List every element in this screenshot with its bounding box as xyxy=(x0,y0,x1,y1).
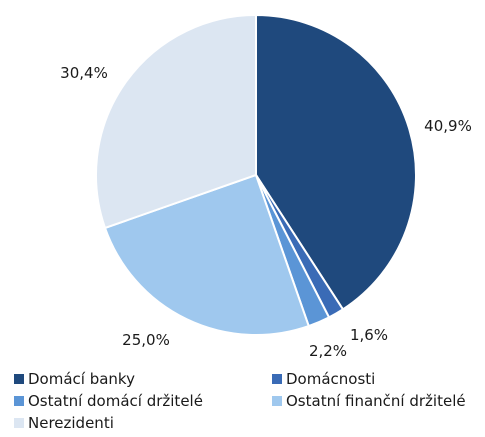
legend-swatch-ostatni-financni xyxy=(272,396,282,406)
pie-slice-ostatni-financni xyxy=(103,173,311,336)
pie-chart-svg: 40,9% 1,6%2,2% 25,0% 30,4% xyxy=(60,13,472,360)
legend-swatch-nerezidenti xyxy=(14,418,24,428)
legend-label-ostatni-financni: Ostatní finanční držitelé xyxy=(286,392,466,410)
legend-swatch-ostatni-domaci xyxy=(14,396,24,406)
data-label-nerezidenti: 30,4% xyxy=(60,64,108,82)
data-label-domaci-banky: 40,9% xyxy=(424,117,472,135)
legend-swatch-domacnosti xyxy=(272,374,282,384)
legend-swatch-domaci-banky xyxy=(14,374,24,384)
legend-item-ostatni-financni: Ostatní finanční držitelé xyxy=(272,390,466,412)
legend-label-ostatni-domaci: Ostatní domácí držitelé xyxy=(28,392,203,410)
legend-label-domaci-banky: Domácí banky xyxy=(28,370,135,388)
legend-label-nerezidenti: Nerezidenti xyxy=(28,414,114,432)
data-label-ostatni-domaci: 2,2% xyxy=(309,342,347,360)
legend-item-domacnosti: Domácnosti xyxy=(272,368,375,390)
legend-label-domacnosti: Domácnosti xyxy=(286,370,376,388)
legend-item-ostatni-domaci: Ostatní domácí držitelé xyxy=(14,390,203,412)
legend-item-domaci-banky: Domácí banky xyxy=(14,368,135,390)
data-label-domacnosti: 1,6% xyxy=(350,326,388,344)
data-label-ostatni-financni: 25,0% xyxy=(122,331,170,349)
legend-item-nerezidenti: Nerezidenti xyxy=(14,412,114,434)
pie-slice-nerezidenti xyxy=(95,13,257,230)
